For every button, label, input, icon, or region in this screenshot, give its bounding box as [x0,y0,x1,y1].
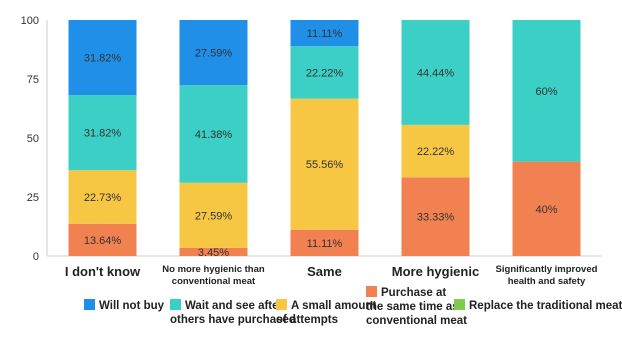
y-tick-label: 50 [27,133,39,145]
data-label: 22.22% [306,67,344,79]
data-label: 55.56% [306,159,344,171]
data-label: 44.44% [417,67,455,79]
data-label: 22.22% [417,146,455,158]
legend-entry: Purchase at the same time as conventional … [366,287,467,327]
bar-segment [179,19,248,86]
data-label: 27.59% [195,48,233,60]
data-label: 22.73% [84,192,122,204]
bar-segment [68,19,137,96]
data-label: 13.64% [84,235,122,247]
x-category-label: I don't know [65,264,141,279]
bar-segment [179,247,248,256]
bar-segment [68,170,137,224]
data-label: 27.59% [195,210,233,222]
data-label: 3.45% [198,247,229,259]
bar-segment [512,20,581,162]
bar-segment [290,46,359,99]
data-label: 33.33% [417,212,455,224]
data-label: 11.11% [307,28,343,40]
y-tick-label: 0 [33,251,39,263]
bar-segment [401,20,470,125]
legend-entry: Will not buy [99,300,165,312]
bar-segment [512,161,581,256]
legend-entry: Wait and see after others have purchased [170,300,296,326]
legend-swatch [454,299,465,310]
data-label: 11.11% [307,238,343,250]
y-tick-label: 25 [27,192,39,204]
x-category-label: More hygienic [392,264,479,279]
data-label: 41.38% [195,129,233,141]
data-label: 40% [535,204,557,216]
bar-segment [179,85,248,183]
y-tick-label: 75 [27,74,39,86]
bar-segment [290,98,359,230]
bar-segment [290,229,359,256]
data-label: 31.82% [84,128,122,140]
bar-segment [68,223,137,256]
legend-entry: Replace the traditional meat [469,300,622,312]
bar-segment [401,124,470,178]
legend-swatch [276,299,287,310]
legend-swatch [170,299,181,310]
bar-segment [179,182,248,248]
legend-swatch [366,286,377,297]
legend-entry: A small amount of attempts [276,300,376,326]
data-label: 60% [535,86,557,98]
bar-segment [68,95,137,171]
data-label: 31.82% [84,53,122,65]
x-category-label: No more hygienic than conventional meat [162,264,265,287]
x-category-label: Same [307,264,342,279]
legend-swatch [84,299,95,310]
bar-segment [401,177,470,256]
x-category-label: Significantly improved health and safety [496,264,598,287]
y-tick-label: 100 [21,15,39,27]
bar-segment [290,20,359,47]
